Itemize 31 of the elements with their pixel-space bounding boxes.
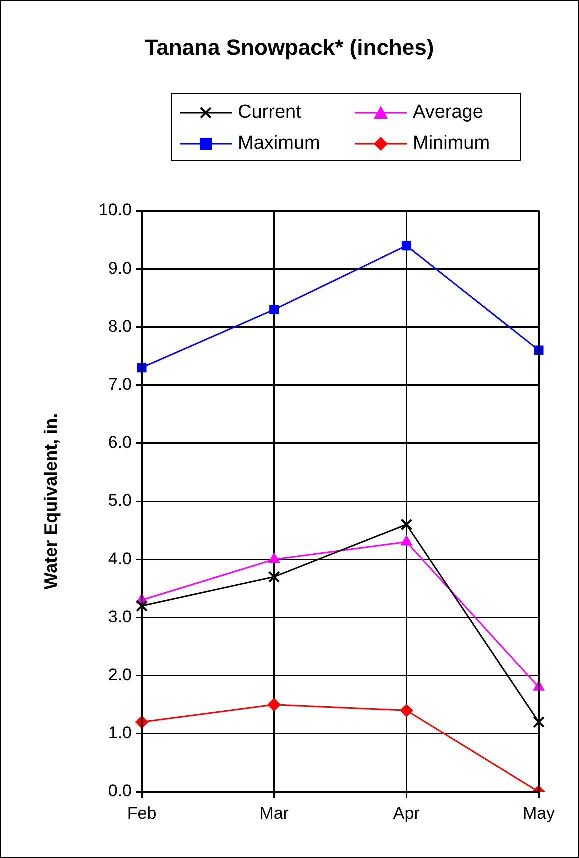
y-tick-label: 7.0	[108, 374, 132, 394]
point	[270, 305, 280, 315]
y-axis-title: Water Equivalent, in.	[40, 413, 61, 590]
y-tick-label: 8.0	[108, 316, 132, 336]
point	[400, 518, 413, 531]
y-tick-label: 1.0	[108, 724, 132, 743]
point	[268, 698, 281, 712]
point	[268, 571, 280, 583]
point	[400, 704, 414, 718]
y-tick-label: 0.0	[108, 782, 132, 801]
point	[533, 716, 545, 728]
legend-label: Minimum	[413, 133, 490, 155]
y-tick-label: 3.0	[108, 607, 132, 626]
x-tick-label: Feb	[127, 804, 157, 823]
legend-label: Maximum	[238, 133, 320, 155]
point	[400, 536, 412, 546]
y-tick-label: 5.0	[108, 491, 132, 510]
chart-title: Tanana Snowpack* (inches)	[144, 35, 436, 61]
y-tick-label: 6.0	[108, 433, 132, 452]
x-tick-label: May	[522, 804, 556, 823]
x-tick-label: Apr	[393, 804, 420, 823]
y-tick-label: 10.0	[98, 200, 132, 220]
point	[136, 600, 148, 612]
legend-label: Average	[413, 102, 484, 124]
y-tick-label: 2.0	[108, 665, 132, 684]
y-tick-label: 9.0	[108, 258, 132, 278]
point	[402, 241, 412, 251]
point	[268, 553, 280, 564]
y-tick-label: 4.0	[108, 549, 132, 568]
x-tick-label: Mar	[260, 804, 290, 823]
legend-label: Current	[238, 102, 302, 124]
